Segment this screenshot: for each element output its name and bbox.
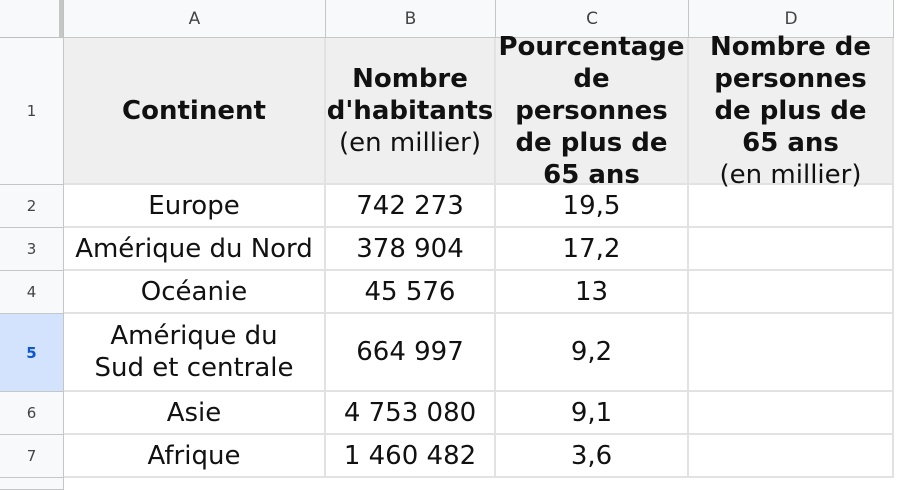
cell-a4[interactable]: Océanie (64, 271, 326, 314)
cell-d2[interactable] (689, 185, 894, 228)
row-header-label: 7 (26, 447, 37, 465)
cell-value: Amérique du Nord (75, 233, 313, 264)
row-header-7[interactable]: 7 (0, 435, 64, 478)
header-habitants: Nombre d'habitants (326, 63, 494, 126)
cell-b2[interactable]: 742 273 (326, 185, 496, 228)
cell-value: 3,6 (570, 440, 613, 471)
cell-d6[interactable] (689, 392, 894, 435)
cell-c6[interactable]: 9,1 (496, 392, 689, 435)
header-nombre-65-unit: (en millier) (719, 159, 862, 190)
cell-value: 664 997 (356, 337, 464, 367)
row-header-5[interactable]: 5 (0, 314, 64, 392)
row-header-2[interactable]: 2 (0, 185, 64, 228)
cell-value: 9,1 (570, 397, 613, 428)
cell-value: Amérique du Sud et centrale (94, 321, 294, 383)
cell-value: 17,2 (562, 233, 621, 264)
cell-c4[interactable]: 13 (496, 271, 689, 314)
row-header-label: 3 (26, 240, 37, 258)
column-header-label: C (586, 8, 598, 29)
row-header-1[interactable]: 1 (0, 38, 64, 185)
column-header-c[interactable]: C (496, 0, 689, 38)
row-header-label: 5 (26, 343, 37, 362)
row-header-label: 4 (26, 283, 37, 301)
row-header-4[interactable]: 4 (0, 271, 64, 314)
cell-value: Afrique (147, 440, 241, 471)
cell-value: 45 576 (364, 276, 456, 307)
cell-a3[interactable]: Amérique du Nord (64, 228, 326, 271)
cell-value: Asie (166, 397, 222, 428)
cell-value: 19,5 (562, 190, 621, 221)
cell-a6[interactable]: Asie (64, 392, 326, 435)
cell-value: Europe (148, 190, 240, 221)
cell-value: 1 460 482 (343, 440, 477, 471)
cell-b4[interactable]: 45 576 (326, 271, 496, 314)
row-header-label: 6 (26, 404, 37, 422)
select-all-corner[interactable] (0, 0, 64, 38)
header-habitants-unit: (en millier) (339, 127, 481, 158)
cell-b7[interactable]: 1 460 482 (326, 435, 496, 478)
cell-value: 9,2 (570, 337, 613, 367)
cell-b5[interactable]: 664 997 (326, 314, 496, 392)
cell-a5[interactable]: Amérique du Sud et centrale (64, 314, 326, 392)
cell-value: Océanie (140, 276, 248, 307)
cell-a2[interactable]: Europe (64, 185, 326, 228)
column-header-label: D (784, 8, 798, 29)
cell-value: 742 273 (356, 190, 464, 221)
header-continent: Continent (122, 95, 266, 126)
cell-d7[interactable] (689, 435, 894, 478)
cell-a1[interactable]: Continent (64, 38, 326, 185)
cell-c2[interactable]: 19,5 (496, 185, 689, 228)
header-nombre-65: Nombre de personnes de plus de 65 ans (709, 31, 872, 158)
cell-c3[interactable]: 17,2 (496, 228, 689, 271)
cell-c5[interactable]: 9,2 (496, 314, 689, 392)
row-header-label: 2 (26, 197, 37, 215)
column-header-d[interactable]: D (689, 0, 894, 38)
cell-d1[interactable]: Nombre de personnes de plus de 65 ans (e… (689, 32, 894, 190)
cell-b6[interactable]: 4 753 080 (326, 392, 496, 435)
cell-d5[interactable] (689, 314, 894, 392)
column-header-label: B (404, 8, 417, 29)
cell-value: 4 753 080 (343, 397, 477, 428)
cell-d4[interactable] (689, 271, 894, 314)
cell-b1[interactable]: Nombre d'habitants (en millier) (326, 38, 496, 185)
cell-b3[interactable]: 378 904 (326, 228, 496, 271)
column-header-a[interactable]: A (64, 0, 326, 38)
column-header-b[interactable]: B (326, 0, 496, 38)
row-header-6[interactable]: 6 (0, 392, 64, 435)
row-header-8[interactable] (0, 478, 64, 490)
cell-value: 378 904 (356, 233, 464, 264)
header-pourcentage: Pourcentage de personnes de plus de 65 a… (498, 31, 685, 190)
cell-a7[interactable]: Afrique (64, 435, 326, 478)
column-header-label: A (188, 8, 201, 29)
row-header-3[interactable]: 3 (0, 228, 64, 271)
cell-c1[interactable]: Pourcentage de personnes de plus de 65 a… (496, 32, 689, 190)
cell-d3[interactable] (689, 228, 894, 271)
cell-value: 13 (574, 276, 609, 307)
cell-c7[interactable]: 3,6 (496, 435, 689, 478)
row-header-label: 1 (26, 102, 37, 120)
